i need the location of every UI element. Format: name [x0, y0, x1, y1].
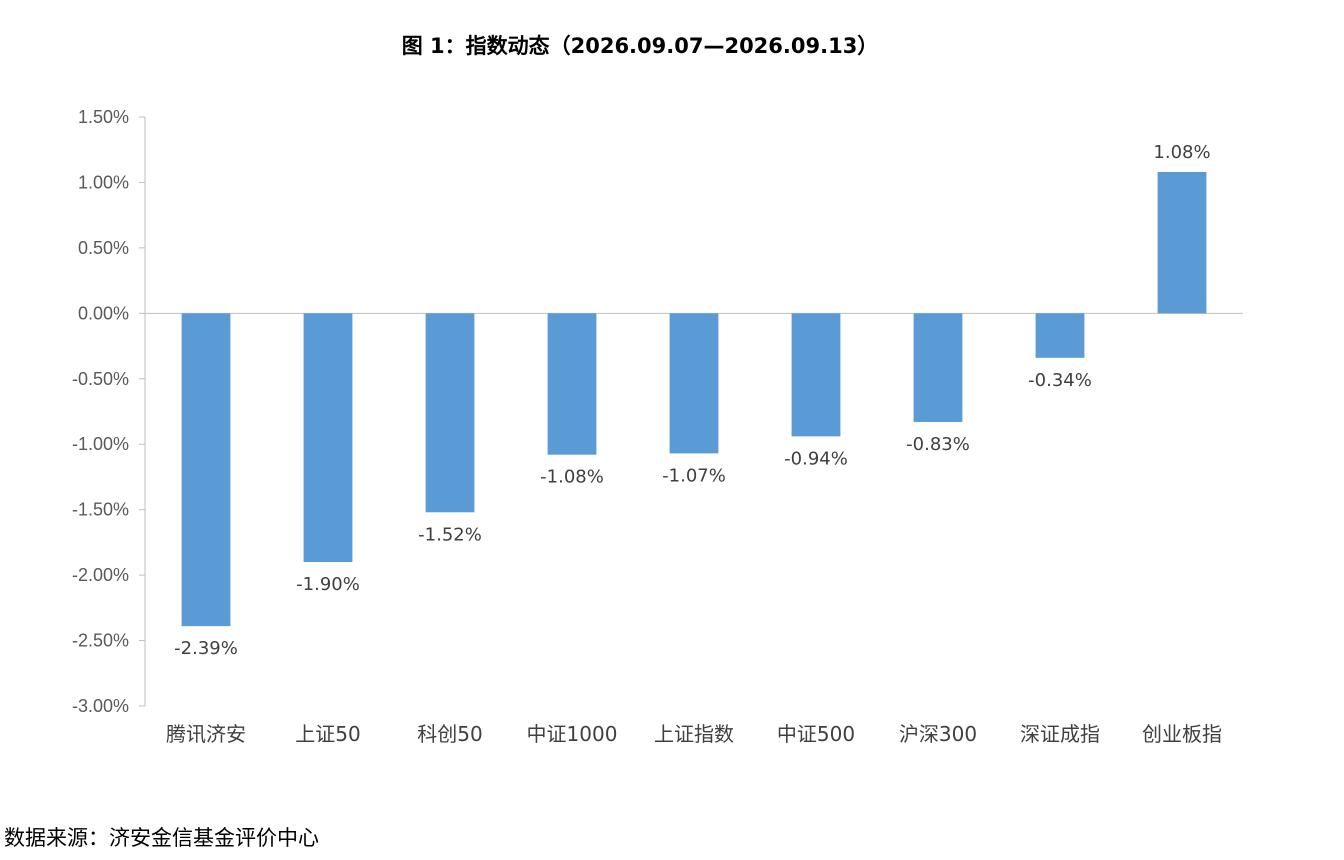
- category-label: 上证指数: [654, 722, 734, 746]
- data-label: -1.90%: [296, 574, 360, 595]
- y-tick-label: -2.00%: [72, 565, 129, 585]
- category-label: 科创50: [417, 722, 482, 746]
- y-tick-label: -2.50%: [72, 631, 129, 651]
- bar: [181, 313, 231, 627]
- chart-title: 图 1：指数动态（2026.09.07—2026.09.13）: [401, 34, 879, 58]
- data-label: -1.52%: [418, 524, 482, 545]
- y-tick-label: 1.00%: [78, 172, 129, 192]
- y-tick-label: -1.00%: [72, 434, 129, 454]
- bar: [913, 313, 963, 422]
- bar: [791, 313, 841, 437]
- y-tick-label: 1.50%: [78, 107, 129, 127]
- bar: [1035, 313, 1085, 358]
- data-label: -0.34%: [1028, 370, 1092, 391]
- y-tick-label: -0.50%: [72, 369, 129, 389]
- category-label: 上证50: [295, 722, 360, 746]
- data-label: -2.39%: [174, 638, 238, 659]
- y-tick-label: 0.50%: [78, 238, 129, 258]
- category-label: 腾讯济安: [166, 722, 246, 746]
- category-label: 深证成指: [1020, 722, 1100, 746]
- y-tick-label: -1.50%: [72, 500, 129, 520]
- bar: [669, 313, 719, 454]
- y-tick-label: 0.00%: [78, 303, 129, 323]
- data-label: -0.94%: [784, 448, 848, 469]
- category-label: 沪深300: [899, 722, 977, 746]
- category-label: 创业板指: [1142, 722, 1222, 746]
- bar: [425, 313, 475, 513]
- category-label: 中证1000: [527, 722, 618, 746]
- bar: [1157, 171, 1207, 314]
- category-label: 中证500: [777, 722, 855, 746]
- bar-chart: 1.50% 1.00% 0.50% 0.00% -0.50% -1.00% -1.50% -2…: [72, 107, 1243, 746]
- data-label: -0.83%: [906, 434, 970, 455]
- y-tick-label: -3.00%: [72, 696, 129, 716]
- data-label: -1.08%: [540, 467, 604, 488]
- data-source-note: 数据来源：济安金信基金评价中心: [4, 826, 319, 850]
- bar: [303, 313, 353, 563]
- bar: [547, 313, 597, 455]
- data-label: 1.08%: [1153, 142, 1210, 163]
- data-label: -1.07%: [662, 465, 726, 486]
